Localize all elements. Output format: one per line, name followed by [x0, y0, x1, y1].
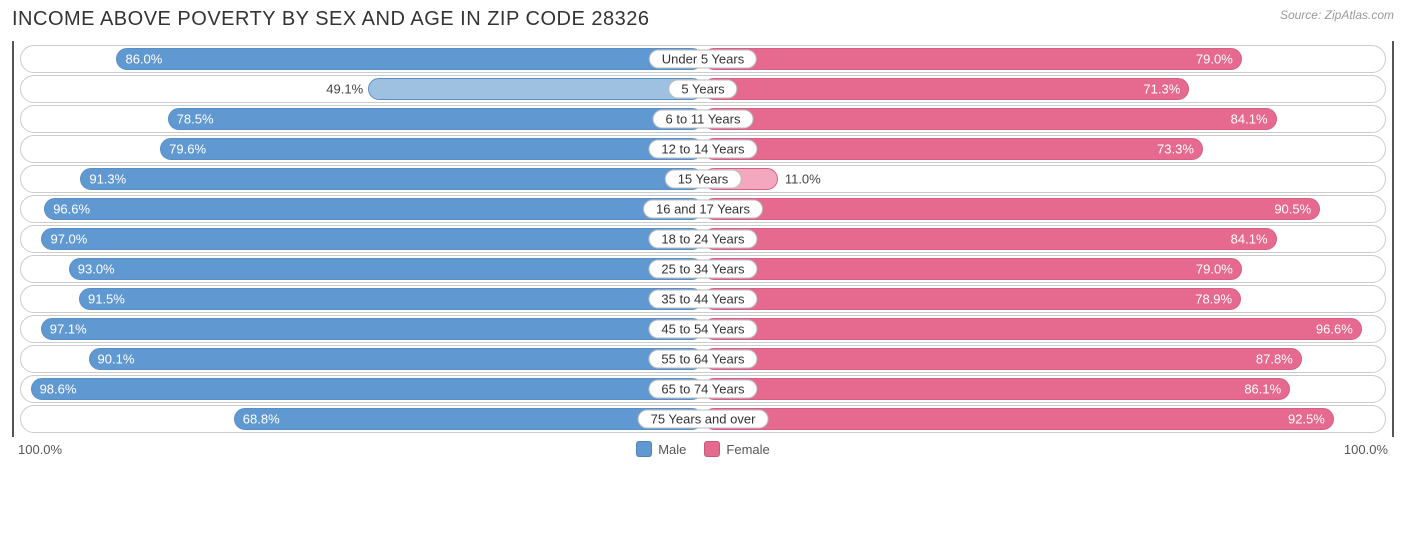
female-bar: 90.5%	[703, 198, 1320, 220]
male-value-label: 91.3%	[89, 172, 126, 187]
male-value-label: 78.5%	[177, 112, 214, 127]
axis-left-label: 100.0%	[18, 442, 62, 457]
category-label: 65 to 74 Years	[648, 380, 757, 399]
male-bar: 49.1%	[368, 78, 703, 100]
male-bar: 90.1%	[89, 348, 703, 370]
male-value-label: 91.5%	[88, 292, 125, 307]
category-label: 6 to 11 Years	[653, 110, 754, 129]
male-value-label: 93.0%	[78, 262, 115, 277]
male-bar: 91.3%	[80, 168, 703, 190]
category-label: 18 to 24 Years	[648, 230, 757, 249]
female-value-label: 78.9%	[1195, 292, 1232, 307]
source-credit: Source: ZipAtlas.com	[1280, 8, 1394, 22]
female-bar: 84.1%	[703, 108, 1277, 130]
category-label: 25 to 34 Years	[648, 260, 757, 279]
header: INCOME ABOVE POVERTY BY SEX AND AGE IN Z…	[12, 8, 1394, 31]
female-bar: 71.3%	[703, 78, 1189, 100]
female-bar: 84.1%	[703, 228, 1277, 250]
axis-right-label: 100.0%	[1344, 442, 1388, 457]
female-value-label: 84.1%	[1231, 232, 1268, 247]
female-value-label: 87.8%	[1256, 352, 1293, 367]
table-row: 86.0% 79.0% Under 5 Years	[20, 45, 1386, 73]
male-bar: 91.5%	[79, 288, 703, 310]
legend-female-label: Female	[726, 442, 769, 457]
table-row: 78.5% 84.1% 6 to 11 Years	[20, 105, 1386, 133]
female-value-label: 84.1%	[1231, 112, 1268, 127]
category-label: 5 Years	[668, 80, 737, 99]
male-value-label: 97.1%	[50, 322, 87, 337]
table-row: 91.5% 78.9% 35 to 44 Years	[20, 285, 1386, 313]
female-value-label: 90.5%	[1274, 202, 1311, 217]
male-bar: 86.0%	[116, 48, 703, 70]
female-bar: 73.3%	[703, 138, 1203, 160]
category-label: Under 5 Years	[649, 50, 757, 69]
legend: Male Female	[636, 441, 770, 457]
male-value-label: 86.0%	[125, 52, 162, 67]
table-row: 98.6% 86.1% 65 to 74 Years	[20, 375, 1386, 403]
female-bar: 79.0%	[703, 258, 1242, 280]
table-row: 97.0% 84.1% 18 to 24 Years	[20, 225, 1386, 253]
male-swatch-icon	[636, 441, 652, 457]
female-value-label: 86.1%	[1244, 382, 1281, 397]
category-label: 35 to 44 Years	[648, 290, 757, 309]
female-value-label: 79.0%	[1196, 52, 1233, 67]
category-label: 45 to 54 Years	[648, 320, 757, 339]
chart-area: 86.0% 79.0% Under 5 Years 49.1% 71.3% 5 Years…	[12, 41, 1394, 437]
male-value-label: 68.8%	[243, 412, 280, 427]
male-bar: 96.6%	[44, 198, 703, 220]
category-label: 16 and 17 Years	[643, 200, 763, 219]
female-bar: 96.6%	[703, 318, 1362, 340]
female-bar: 86.1%	[703, 378, 1290, 400]
male-value-label: 90.1%	[98, 352, 135, 367]
male-bar: 97.0%	[41, 228, 703, 250]
category-label: 15 Years	[665, 170, 742, 189]
female-value-label: 96.6%	[1316, 322, 1353, 337]
female-value-label: 71.3%	[1143, 82, 1180, 97]
male-bar: 68.8%	[234, 408, 703, 430]
table-row: 68.8% 92.5% 75 Years and over	[20, 405, 1386, 433]
female-bar: 78.9%	[703, 288, 1241, 310]
female-value-label: 92.5%	[1288, 412, 1325, 427]
table-row: 91.3% 11.0% 15 Years	[20, 165, 1386, 193]
male-value-label: 98.6%	[40, 382, 77, 397]
legend-male-label: Male	[658, 442, 686, 457]
female-bar: 79.0%	[703, 48, 1242, 70]
table-row: 90.1% 87.8% 55 to 64 Years	[20, 345, 1386, 373]
table-row: 97.1% 96.6% 45 to 54 Years	[20, 315, 1386, 343]
table-row: 49.1% 71.3% 5 Years	[20, 75, 1386, 103]
male-value-label: 79.6%	[169, 142, 206, 157]
male-value-label: 49.1%	[326, 82, 363, 97]
chart-footer: 100.0% Male Female 100.0%	[12, 441, 1394, 457]
female-swatch-icon	[704, 441, 720, 457]
table-row: 79.6% 73.3% 12 to 14 Years	[20, 135, 1386, 163]
female-value-label: 11.0%	[785, 172, 821, 187]
female-value-label: 73.3%	[1157, 142, 1194, 157]
legend-item-male: Male	[636, 441, 686, 457]
category-label: 55 to 64 Years	[648, 350, 757, 369]
male-value-label: 96.6%	[53, 202, 90, 217]
chart-title: INCOME ABOVE POVERTY BY SEX AND AGE IN Z…	[12, 8, 649, 31]
table-row: 93.0% 79.0% 25 to 34 Years	[20, 255, 1386, 283]
female-bar: 92.5%	[703, 408, 1334, 430]
category-label: 75 Years and over	[638, 410, 769, 429]
male-bar: 78.5%	[168, 108, 703, 130]
male-bar: 97.1%	[41, 318, 703, 340]
male-bar: 98.6%	[31, 378, 703, 400]
male-bar: 93.0%	[69, 258, 703, 280]
table-row: 96.6% 90.5% 16 and 17 Years	[20, 195, 1386, 223]
category-label: 12 to 14 Years	[648, 140, 757, 159]
female-value-label: 79.0%	[1196, 262, 1233, 277]
male-bar: 79.6%	[160, 138, 703, 160]
female-bar: 87.8%	[703, 348, 1302, 370]
legend-item-female: Female	[704, 441, 769, 457]
male-value-label: 97.0%	[50, 232, 87, 247]
